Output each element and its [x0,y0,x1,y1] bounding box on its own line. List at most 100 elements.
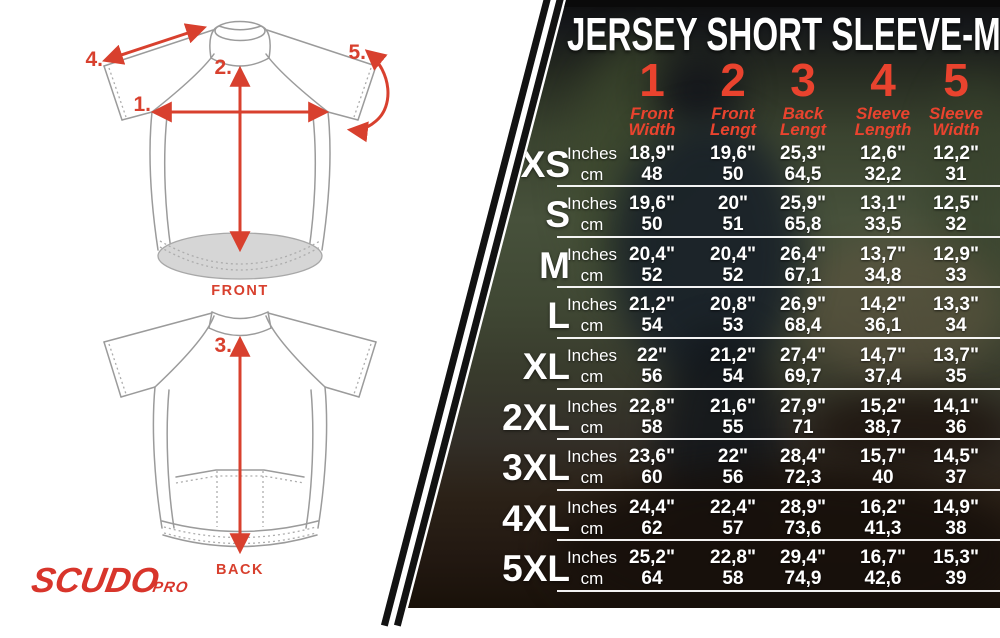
value-cm: 51 [722,214,744,236]
value-cm: 34 [945,315,967,337]
value-inches: 21,2" [629,294,675,316]
value-inches: 13,3" [933,294,979,316]
unit-cm-label: cm [580,569,604,589]
back-jersey-outline [103,311,377,548]
value-inches: 28,4" [780,446,826,468]
unit-inches-label: Inches [566,194,618,214]
value-cm: 65,8 [784,214,822,236]
value-cm: 52 [722,264,744,286]
value-inches: 25,2" [629,547,675,569]
unit-cm-label: cm [580,468,604,488]
measure-label-5: 5. [348,41,366,64]
back-measure-arrows: 3. BACK [214,334,262,578]
top-black-bar [420,0,1000,7]
value-inches: 16,7" [860,547,906,569]
value-cm: 54 [722,366,744,387]
value-inches: 26,4" [780,243,826,265]
column-header-sleeve-length: 4 Sleeve Length [843,54,923,139]
value-cm: 56 [722,467,744,489]
value-inches: 22,4" [710,496,756,518]
jersey-diagrams: 1. 2. 4. 5. FRONT [29,20,390,600]
value-cm: 37,4 [864,366,902,387]
brand-suffix: PRO [151,579,189,596]
value-cm: 48 [641,163,663,185]
unit-cm-label: cm [580,367,604,386]
value-inches: 12,9" [933,243,979,265]
column-header-back-length: 3 Back Lengt [763,57,843,139]
table-row-4xl: 4XL Inches cm 24,4" 22,4" 28,9" 16,2" 14… [408,491,1000,542]
value-cm: 72,3 [784,467,822,489]
unit-inches-label: Inches [566,447,618,467]
value-inches: 20,4" [629,243,675,265]
row-divider [557,438,1000,441]
front-measure-arrows: 1. 2. 4. 5. FRONT [85,23,390,299]
value-inches: 20,8" [710,294,756,316]
value-inches: 19,6" [629,193,675,215]
table-row-xl: XL Inches cm 22" 21,2" 27,4" 14,7" 13,7"… [408,339,1000,390]
row-divider [557,286,1000,289]
column-number: 2 [720,54,746,106]
value-inches: 13,1" [860,193,906,215]
measure-label-1: 1. [133,93,151,116]
row-divider [557,589,1000,592]
size-label: 4XL [502,497,570,539]
value-inches: 15,2" [860,395,906,417]
column-number: 4 [870,54,896,106]
value-inches: 27,4" [780,345,826,366]
value-inches: 13,7" [860,243,906,265]
value-cm: 38,7 [864,416,902,438]
value-inches: 25,9" [780,193,826,215]
unit-inches-label: Inches [566,497,618,517]
size-chart-infographic: 1. 2. 4. 5. FRONT [29,0,1000,627]
value-inches: 22,8" [710,547,756,569]
value-cm: 52 [641,264,663,286]
size-label: 5XL [502,548,570,590]
column-label-line1: Front [630,104,674,123]
size-label: XL [522,346,570,387]
photo-railing [805,392,1000,467]
column-label-line2: Width [932,120,980,139]
value-cm: 31 [945,163,967,185]
value-inches: 22" [717,446,749,468]
table-row-l: L Inches cm 21,2" 20,8" 26,9" 14,2" 13,3… [408,288,1000,339]
table-row-s: S Inches cm 19,6" 20" 25,9" 13,1" 12,5" … [408,187,1000,238]
value-cm: 71 [792,416,814,438]
value-cm: 35 [945,366,967,387]
value-cm: 56 [641,366,663,387]
value-inches: 20,4" [710,243,756,265]
size-label: S [545,194,570,236]
unit-inches-label: Inches [566,396,618,416]
unit-inches-label: Inches [566,244,618,264]
value-inches: 24,4" [629,496,675,518]
size-label: 2XL [502,396,570,438]
column-label-line2: Length [854,120,912,139]
table-row-3xl: 3XL Inches cm 23,6" 22" 28,4" 15,7" 14,5… [408,440,1000,491]
table-row-xs: XS Inches cm 18,9" 19,6" 25,3" 12,6" 12,… [408,137,1000,188]
size-label: M [539,244,570,286]
value-cm: 58 [641,416,663,438]
column-label-line2: Lengt [779,120,827,139]
value-cm: 53 [722,315,744,337]
value-cm: 54 [641,315,663,337]
measure-label-2: 2. [214,56,232,79]
photo-ground [555,468,1000,608]
value-cm: 40 [872,467,894,489]
value-inches: 15,7" [860,446,906,468]
value-inches: 12,6" [860,142,906,164]
value-inches: 13,7" [933,345,979,366]
column-number: 5 [943,54,969,106]
value-cm: 33,5 [864,214,902,236]
column-header-front-length: 2 Front Lengt [693,54,773,138]
value-cm: 64,5 [784,163,822,185]
column-label-line1: Back [782,104,824,123]
value-cm: 73,6 [784,517,822,539]
value-inches: 12,5" [933,193,979,215]
unit-cm-label: cm [580,215,604,235]
row-divider [557,185,1000,188]
row-divider [557,488,1000,491]
row-divider [557,235,1000,238]
value-cm: 50 [722,163,744,185]
value-inches: 14,5" [933,446,979,468]
value-inches: 21,6" [710,395,756,417]
row-divider [557,336,1000,339]
